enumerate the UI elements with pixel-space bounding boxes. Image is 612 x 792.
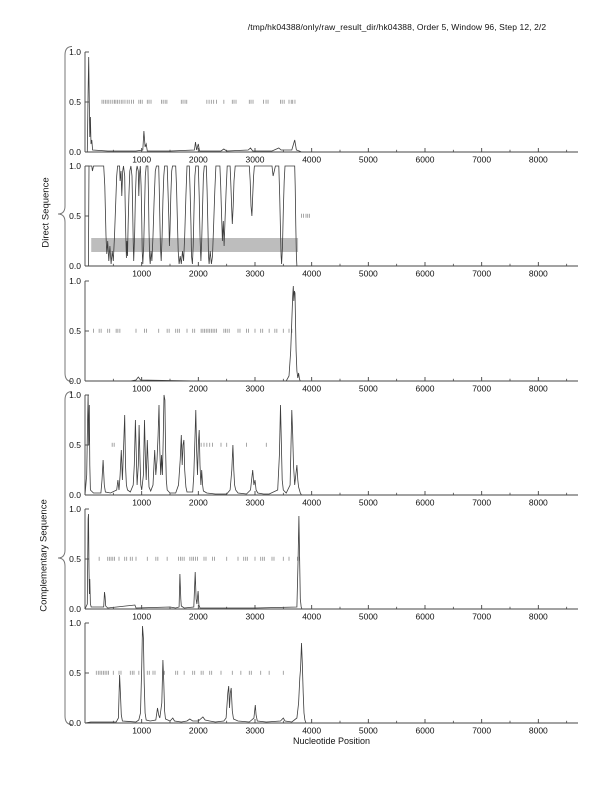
brace-complementary-sequence-icon	[57, 391, 73, 725]
svg-text:8000: 8000	[529, 269, 548, 279]
svg-text:2000: 2000	[189, 269, 208, 279]
svg-text:1000: 1000	[132, 612, 151, 622]
chart-canvas-direct-2: 1000 2000 3000 4000 5000 6000 7000 8000 0.0 0.5 1.…	[69, 161, 578, 279]
svg-text:0.5: 0.5	[69, 440, 81, 450]
svg-text:1000: 1000	[132, 726, 151, 736]
svg-text:6000: 6000	[416, 726, 435, 736]
svg-text:3000: 3000	[246, 155, 265, 165]
svg-text:7000: 7000	[472, 726, 491, 736]
svg-text:5000: 5000	[359, 498, 378, 508]
group-label-complementary-sequence: Complementary Sequence	[38, 499, 50, 612]
svg-text:4000: 4000	[302, 269, 321, 279]
panel-complementary-2: 1000 2000 3000 4000 5000 6000 7000 8000 0.0 0.5 1.…	[57, 504, 584, 624]
svg-text:7000: 7000	[472, 269, 491, 279]
svg-text:4000: 4000	[302, 384, 321, 394]
svg-text:2000: 2000	[189, 726, 208, 736]
svg-text:6000: 6000	[416, 269, 435, 279]
svg-text:5000: 5000	[359, 726, 378, 736]
svg-text:5000: 5000	[359, 269, 378, 279]
svg-text:1.0: 1.0	[69, 618, 81, 628]
svg-text:0.0: 0.0	[69, 376, 81, 386]
svg-text:8000: 8000	[529, 726, 548, 736]
group-label-direct-sequence: Direct Sequence	[40, 177, 52, 248]
svg-text:0.0: 0.0	[69, 261, 81, 271]
svg-text:5000: 5000	[359, 155, 378, 165]
svg-text:6000: 6000	[416, 384, 435, 394]
svg-text:3000: 3000	[246, 384, 265, 394]
svg-text:4000: 4000	[302, 498, 321, 508]
x-axis-label: Nucleotide Position	[292, 736, 371, 746]
svg-text:0.0: 0.0	[69, 147, 81, 157]
svg-text:4000: 4000	[302, 612, 321, 622]
svg-text:1.0: 1.0	[69, 47, 81, 57]
brace-direct-sequence-icon	[57, 46, 73, 382]
chart-canvas-direct-3: 1000 2000 3000 4000 5000 6000 7000 8000 0.0 0.5 1.…	[69, 276, 578, 394]
svg-text:0.0: 0.0	[69, 604, 81, 614]
svg-text:2000: 2000	[189, 498, 208, 508]
svg-text:3000: 3000	[246, 612, 265, 622]
svg-text:6000: 6000	[416, 612, 435, 622]
panel-complementary-1: 1000 2000 3000 4000 5000 6000 7000 8000 0.0 0.5 1.…	[57, 390, 584, 510]
svg-text:7000: 7000	[472, 155, 491, 165]
svg-text:7000: 7000	[472, 612, 491, 622]
svg-text:8000: 8000	[529, 155, 548, 165]
svg-text:1.0: 1.0	[69, 276, 81, 286]
svg-text:1000: 1000	[132, 384, 151, 394]
svg-text:0.5: 0.5	[69, 97, 81, 107]
chart-canvas-complementary-2: 1000 2000 3000 4000 5000 6000 7000 8000 0.0 0.5 1.…	[69, 504, 578, 622]
svg-text:0.5: 0.5	[69, 211, 81, 221]
svg-text:1.0: 1.0	[69, 161, 81, 171]
svg-text:1000: 1000	[132, 269, 151, 279]
chart-canvas-direct-1: 1000 2000 3000 4000 5000 6000 7000 8000 0.0 0.5 1.…	[69, 47, 578, 165]
figure-title: /tmp/hk04388/only/raw_result_dir/hk04388…	[247, 22, 547, 32]
svg-text:4000: 4000	[302, 155, 321, 165]
svg-text:3000: 3000	[246, 726, 265, 736]
svg-text:5000: 5000	[359, 384, 378, 394]
svg-text:3000: 3000	[246, 269, 265, 279]
svg-text:2000: 2000	[189, 612, 208, 622]
svg-text:0.0: 0.0	[69, 490, 81, 500]
svg-text:1.0: 1.0	[69, 504, 81, 514]
svg-text:0.5: 0.5	[69, 326, 81, 336]
svg-text:2000: 2000	[189, 155, 208, 165]
panel-direct-1: 1000 2000 3000 4000 5000 6000 7000 8000 0.0 0.5 1.…	[57, 47, 584, 167]
panel-direct-2: 1000 2000 3000 4000 5000 6000 7000 8000 0.0 0.5 1.…	[57, 161, 584, 281]
svg-text:1000: 1000	[132, 498, 151, 508]
svg-text:6000: 6000	[416, 155, 435, 165]
svg-text:0.5: 0.5	[69, 668, 81, 678]
chart-canvas-complementary-3: 1000 2000 3000 4000 5000 6000 7000 8000 0.0 0.5 1.…	[69, 618, 578, 736]
svg-text:0.5: 0.5	[69, 554, 81, 564]
panel-direct-3: 1000 2000 3000 4000 5000 6000 7000 8000 0.0 0.5 1.…	[57, 276, 584, 396]
svg-text:1.0: 1.0	[69, 390, 81, 400]
svg-text:8000: 8000	[529, 384, 548, 394]
svg-text:3000: 3000	[246, 498, 265, 508]
svg-text:6000: 6000	[416, 498, 435, 508]
svg-text:0.0: 0.0	[69, 718, 81, 728]
svg-text:8000: 8000	[529, 498, 548, 508]
svg-text:5000: 5000	[359, 612, 378, 622]
panel-complementary-3: 1000 2000 3000 4000 5000 6000 7000 8000 0.0 0.5 1.…	[57, 618, 584, 738]
chart-canvas-complementary-1: 1000 2000 3000 4000 5000 6000 7000 8000 0.0 0.5 1.…	[69, 390, 578, 508]
svg-text:1000: 1000	[132, 155, 151, 165]
svg-text:8000: 8000	[529, 612, 548, 622]
svg-text:7000: 7000	[472, 498, 491, 508]
svg-text:4000: 4000	[302, 726, 321, 736]
svg-text:7000: 7000	[472, 384, 491, 394]
svg-text:2000: 2000	[189, 384, 208, 394]
